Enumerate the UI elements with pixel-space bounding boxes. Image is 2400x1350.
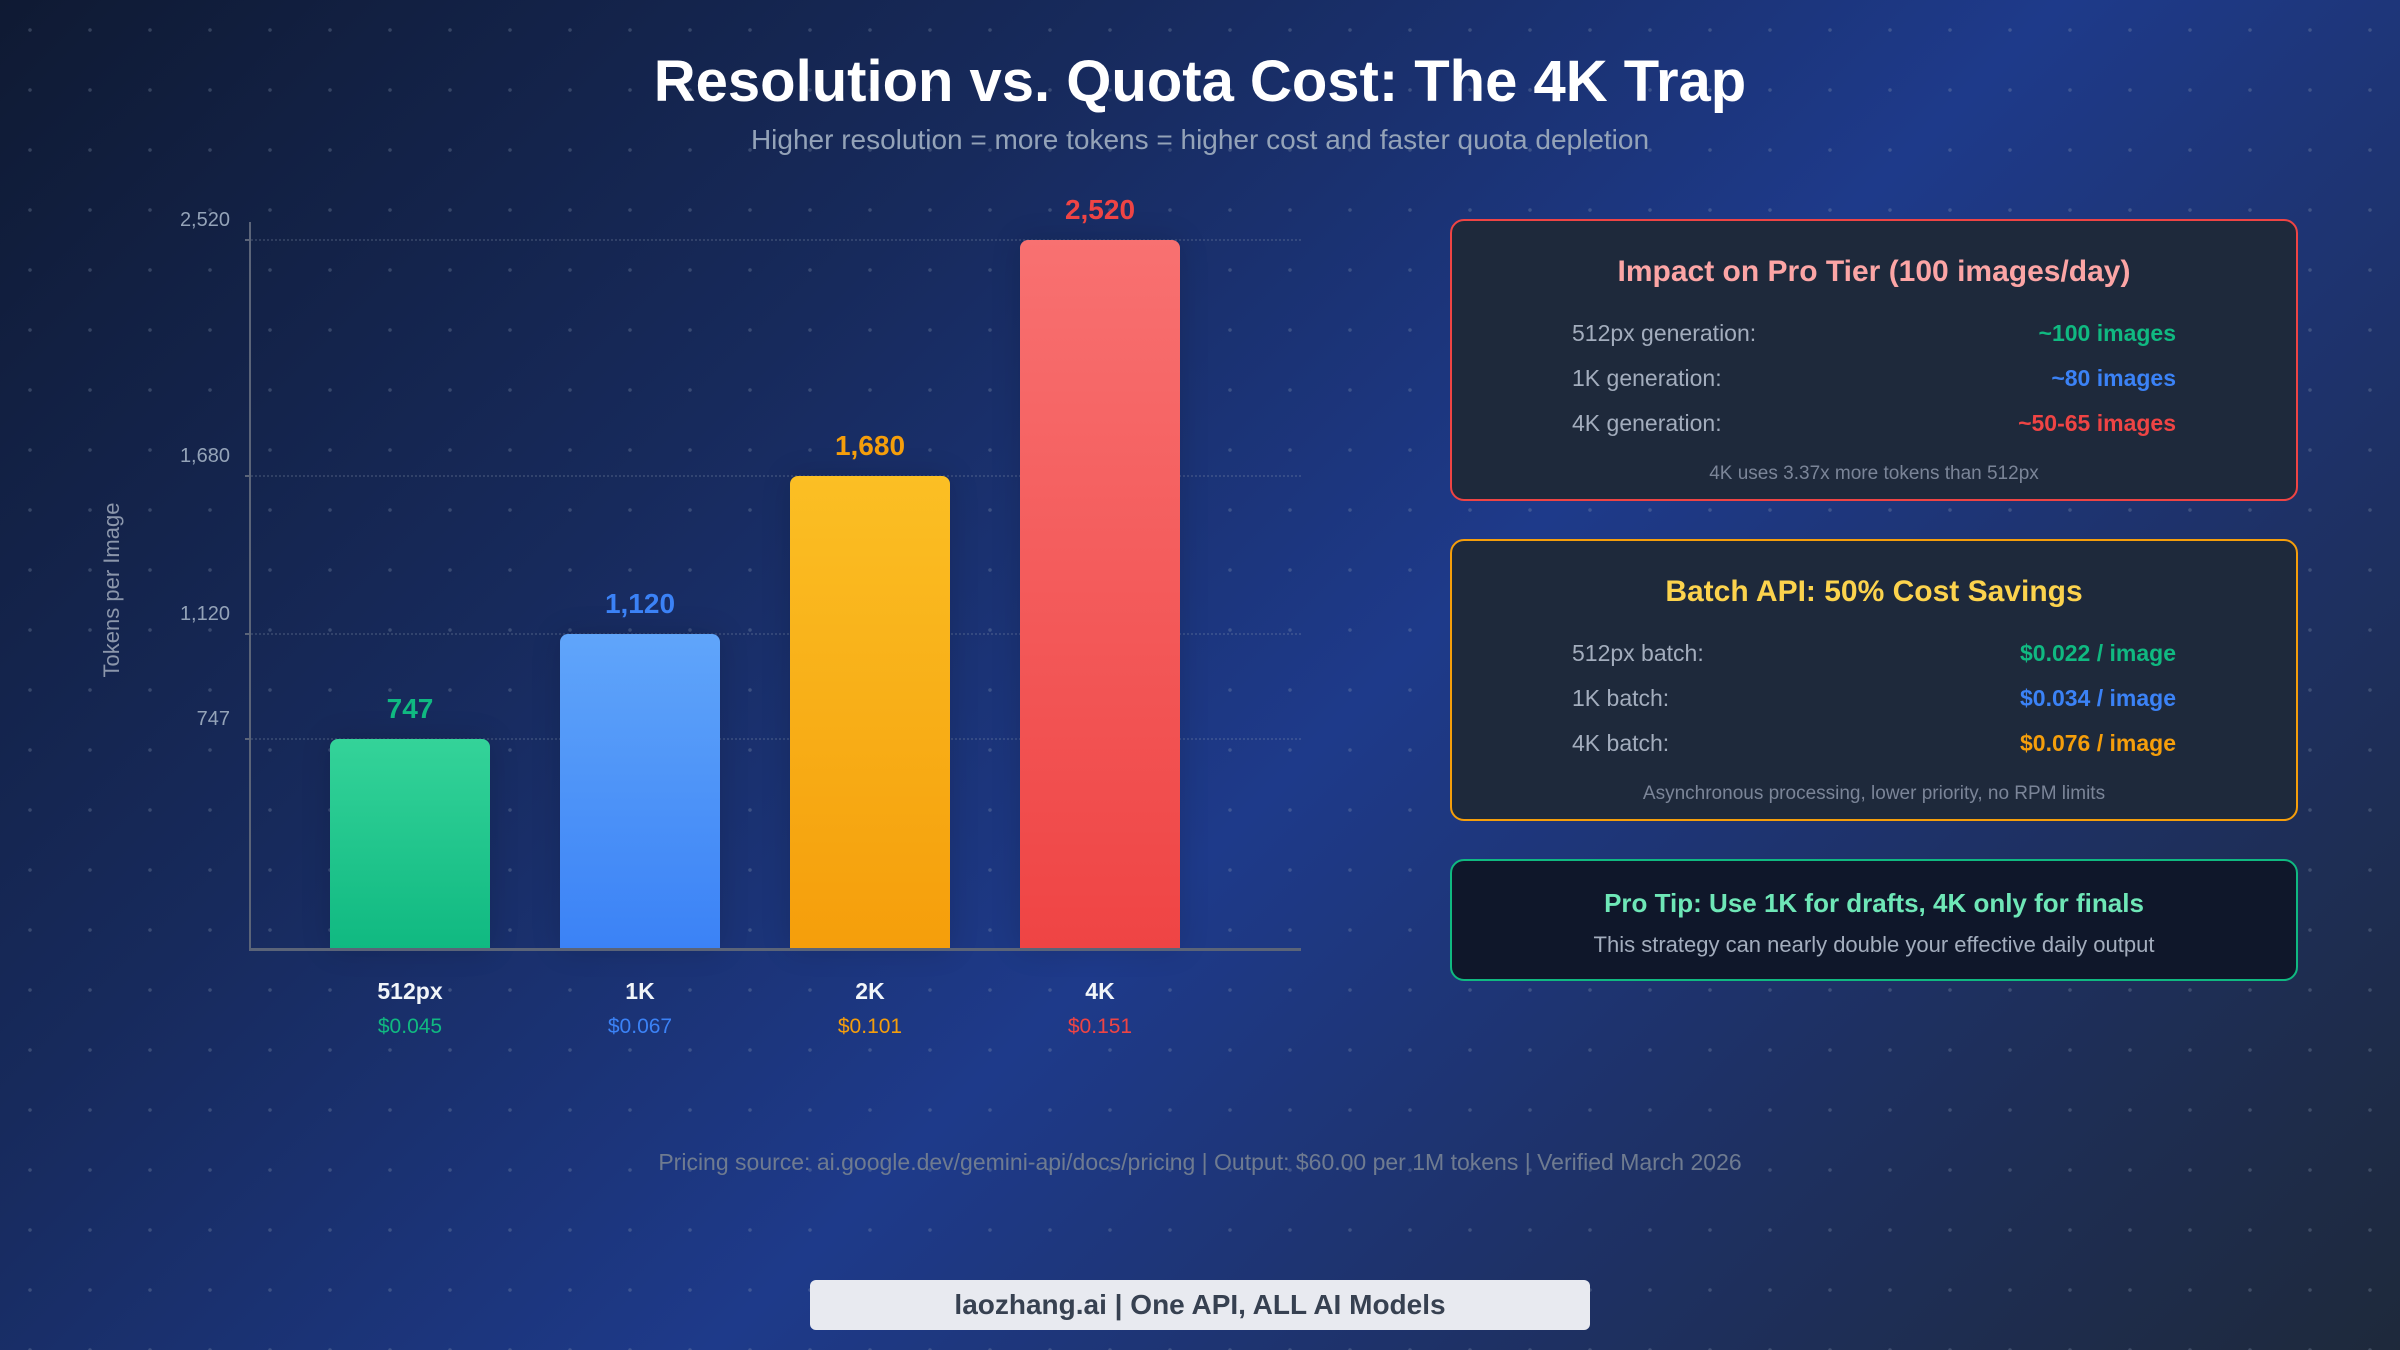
page-subtitle: Higher resolution = more tokens = higher… <box>750 124 1650 155</box>
y-tick <box>245 475 251 478</box>
impact-row-label: 512px generation: <box>1572 320 1757 346</box>
gridline <box>251 475 1301 478</box>
y-tick <box>245 239 251 241</box>
impact-row-value: ~100 images <box>2038 320 2176 346</box>
y-tick <box>245 737 251 740</box>
y-axis-label: Tokens per Image <box>99 502 124 678</box>
batch-card-title: Batch API: 50% Cost Savings <box>1665 575 2083 608</box>
y-tick-label: 1,120 <box>179 602 230 625</box>
pro-tip-card: Pro Tip: Use 1K for drafts, 4K only for … <box>1450 859 2298 981</box>
impact-row: 512px generation: ~100 images <box>1572 320 2176 350</box>
x-category-price: $0.151 <box>1067 1015 1133 1038</box>
y-tick-label: 2,520 <box>179 209 230 231</box>
impact-card: Impact on Pro Tier (100 images/day) 512p… <box>1450 219 2298 501</box>
impact-card-title: Impact on Pro Tier (100 images/day) <box>1617 255 2131 288</box>
x-category-price: $0.067 <box>607 1015 673 1038</box>
tip-card-text: This strategy can nearly double your eff… <box>1593 932 2155 957</box>
y-tick <box>245 632 251 635</box>
x-category-label: 4K <box>1085 978 1115 1004</box>
impact-row-label: 1K generation: <box>1572 365 1722 391</box>
y-axis <box>249 222 251 951</box>
x-category-label: 2K <box>855 978 885 1004</box>
brand-banner[interactable]: laozhang.ai | One API, ALL AI Models <box>810 1280 1590 1330</box>
batch-row: 512px batch: $0.022 / image <box>1572 640 2176 670</box>
batch-row-label: 1K batch: <box>1572 685 1670 711</box>
tip-card-title: Pro Tip: Use 1K for drafts, 4K only for … <box>1604 888 2144 918</box>
pricing-source-note: Pricing source: ai.google.dev/gemini-api… <box>658 1149 1742 1175</box>
bar-value-label: 747 <box>386 692 434 724</box>
gridline <box>251 239 1301 241</box>
bar-value-label: 1,120 <box>604 587 676 619</box>
impact-row-label: 4K generation: <box>1572 410 1722 436</box>
x-category-price: $0.045 <box>377 1015 443 1038</box>
gridline <box>251 632 1301 635</box>
batch-row-value: $0.022 / image <box>2020 640 2176 666</box>
y-tick-label: 1,680 <box>179 445 230 468</box>
bar-value-label: 1,680 <box>834 430 906 462</box>
impact-card-note: 4K uses 3.37x more tokens than 512px <box>1709 463 2039 484</box>
page-title: Resolution vs. Quota Cost: The 4K Trap <box>653 49 1747 114</box>
x-category-label: 512px <box>377 978 443 1004</box>
bar-1k <box>560 633 720 949</box>
batch-row: 1K batch: $0.034 / image <box>1572 685 2176 715</box>
bar-value-label: 2,520 <box>1064 194 1136 225</box>
batch-row-label: 512px batch: <box>1572 640 1704 666</box>
impact-row: 1K generation: ~80 images <box>1572 365 2176 395</box>
bar-512px <box>330 738 490 949</box>
y-tick-label: 747 <box>196 707 230 730</box>
bar-4k <box>1020 240 1180 949</box>
x-axis <box>249 948 1301 951</box>
batch-card-note: Asynchronous processing, lower priority,… <box>1642 783 2106 804</box>
x-category-price: $0.101 <box>837 1015 903 1038</box>
gridline <box>251 737 1301 740</box>
impact-row: 4K generation: ~50-65 images <box>1572 410 2176 440</box>
batch-row: 4K batch: $0.076 / image <box>1572 730 2176 760</box>
impact-row-value: ~50-65 images <box>2018 410 2176 436</box>
batch-row-value: $0.034 / image <box>2020 685 2176 711</box>
x-category-label: 1K <box>625 978 655 1004</box>
bar-2k <box>790 476 950 949</box>
batch-row-label: 4K batch: <box>1572 730 1670 756</box>
batch-api-card: Batch API: 50% Cost Savings 512px batch:… <box>1450 539 2298 821</box>
batch-row-value: $0.076 / image <box>2020 730 2176 756</box>
impact-row-value: ~80 images <box>2051 365 2176 391</box>
